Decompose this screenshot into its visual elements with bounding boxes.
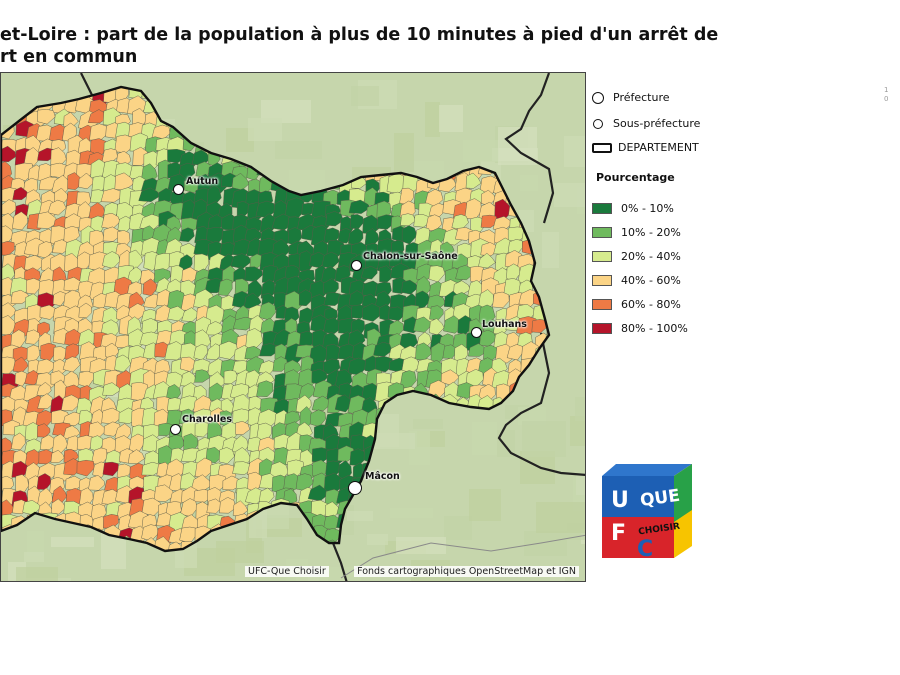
legend-class-1: 10% - 20% [592,226,681,239]
city-marker-autun[interactable] [173,184,184,195]
map-title-line-2: rt en commun [0,47,138,67]
departement-symbol-icon [592,142,612,153]
legend-sous-prefecture-label: Sous-préfecture [613,117,701,130]
city-label-louhans: Louhans [482,319,527,330]
page-number-bottom: 0 [884,95,889,103]
legend-class-label-1: 10% - 20% [621,226,681,239]
city-label-charolles: Charolles [182,414,232,425]
sous-prefecture-symbol-icon [593,118,603,129]
departement-outline [1,85,551,553]
choropleth-map[interactable] [1,73,586,582]
legend-heading: Pourcentage [596,171,675,184]
legend-class-0: 0% - 10% [592,202,674,215]
credit-basemap: Fonds cartographiques OpenStreetMap et I… [354,566,579,577]
map-title-line-1: et-Loire : part de la population à plus … [0,25,719,45]
map-title: et-Loire : part de la population à plus … [0,24,719,68]
legend-swatch-0 [592,203,612,214]
city-marker-chalon-sur-saone[interactable] [351,260,362,271]
svg-text:U: U [611,488,629,513]
legend-class-4: 60% - 80% [592,298,681,311]
legend-departement: DEPARTEMENT [592,141,699,154]
legend-class-2: 20% - 40% [592,250,681,263]
legend-sous-prefecture: Sous-préfecture [592,117,700,130]
legend-swatch-3 [592,275,612,286]
svg-text:F: F [611,521,626,546]
city-label-autun: Autun [186,176,219,187]
legend-prefecture: Préfecture [592,91,670,104]
legend-departement-label: DEPARTEMENT [618,141,699,154]
legend-class-3: 40% - 60% [592,274,681,287]
svg-text:C: C [637,537,653,562]
legend-class-label-3: 40% - 60% [621,274,681,287]
page-number: 1 0 [884,86,888,104]
legend-swatch-4 [592,299,612,310]
map-frame[interactable]: Autun Chalon-sur-Saône Louhans Charolles… [0,72,586,582]
legend-prefecture-label: Préfecture [613,91,670,104]
legend-swatch-1 [592,227,612,238]
credit-ufc: UFC-Que Choisir [245,566,329,577]
city-label-macon: Mâcon [365,471,400,482]
page-number-top: 1 [884,86,889,94]
legend-class-label-0: 0% - 10% [621,202,674,215]
legend-class-label-2: 20% - 40% [621,250,681,263]
city-marker-louhans[interactable] [471,327,482,338]
legend-class-label-4: 60% - 80% [621,298,681,311]
city-marker-macon[interactable] [348,481,362,495]
legend-swatch-5 [592,323,612,334]
legend-class-label-5: 80% - 100% [621,322,688,335]
city-label-chalon-sur-saone: Chalon-sur-Saône [363,251,458,262]
prefecture-symbol-icon [592,91,604,104]
ufc-que-choisir-logo: U F C QUE CHOISIR [602,464,692,562]
city-marker-charolles[interactable] [170,424,181,435]
legend-class-5: 80% - 100% [592,322,688,335]
legend-swatch-2 [592,251,612,262]
